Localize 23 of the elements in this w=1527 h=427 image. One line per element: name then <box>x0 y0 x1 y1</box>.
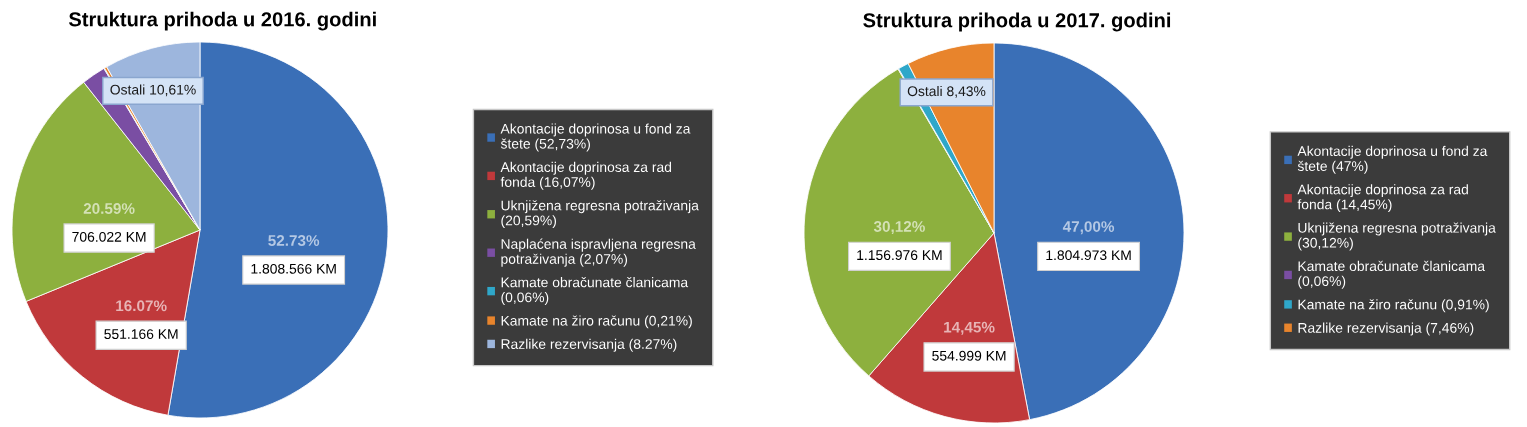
text: Ostali 10,61% <box>110 84 196 97</box>
legend-label: Kamate obračunate članicama (0,06%) <box>501 277 689 305</box>
data-label: 20.59% 706.022 KM <box>72 203 146 242</box>
legend-label: Uknjižena regresna potraživanja (30,12%) <box>1298 222 1496 251</box>
legend-label: Akontacije doprinosa u fond za štete (47%) <box>1297 145 1488 174</box>
data-label: 14,45% 554.999 KM <box>932 321 1006 361</box>
legend-label: Kamate obračunate članicama (0,06%) <box>1298 260 1486 289</box>
data-label: 52.73% 1.808.566 KM <box>251 235 336 274</box>
legend-label: Akontacije doprinosa u fond za štete (52,73%) <box>500 123 691 152</box>
legend-label: Razlike rezervisanja (8.27%) <box>501 338 677 352</box>
data-label: 47,00% 1.804.973 KM <box>1046 221 1131 261</box>
chart-title: Struktura prihoda u 2017. godini <box>863 12 1171 32</box>
legend-label: Akontacije doprinosa za rad fonda (14,45%) <box>1297 184 1468 213</box>
data-label: 30,12% 1.156.976 KM <box>857 221 942 261</box>
text: Ostali 8,43% <box>907 85 986 98</box>
chart-title: Struktura prihoda u 2016. godini <box>68 11 376 31</box>
legend-label: Akontacije doprinosa za rad fonda (16,07%) <box>500 161 672 190</box>
legend-label: Kamate na žiro računu (0,21%) <box>501 315 692 329</box>
data-label: 16.07% 551.166 KM <box>104 300 178 339</box>
legend-label: Razlike rezervisanja (7,46%) <box>1298 322 1474 336</box>
legend-label: Uknjižena regresna potraživanja (20,59%) <box>501 200 699 229</box>
legend-label: Kamate na žiro računu (0,91%) <box>1298 299 1489 313</box>
legend-label: Naplaćena ispravljena regresna potraživanja (2,07%) <box>501 238 696 267</box>
